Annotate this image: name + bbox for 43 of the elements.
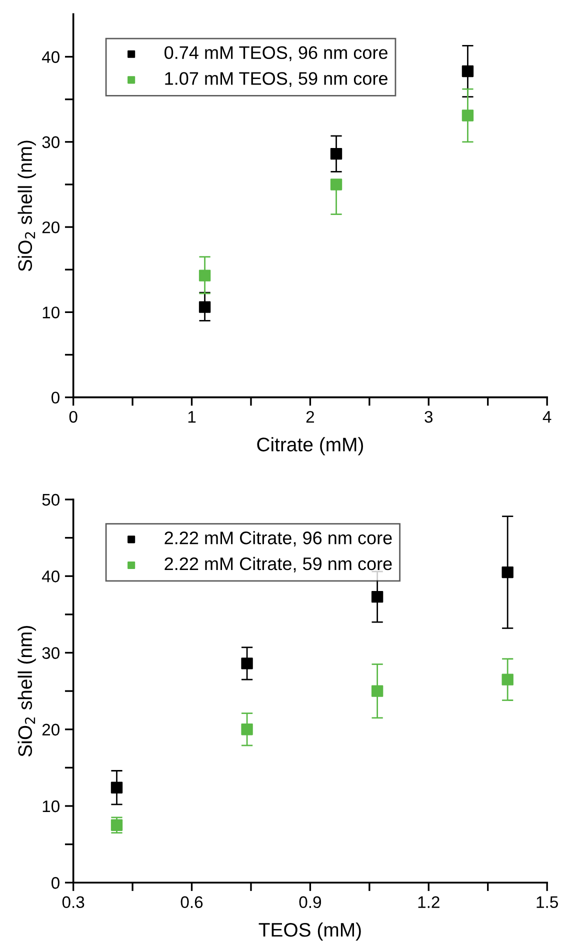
x-tick-label: 1.5	[536, 896, 558, 908]
y-tick-label: 0	[52, 877, 60, 889]
y-tick-label: 40	[42, 570, 60, 582]
legend-label: 0.74 mM TEOS, 96 nm core	[164, 46, 388, 62]
point	[198, 270, 211, 282]
y-tick-label: 30	[42, 647, 60, 659]
point	[502, 674, 514, 686]
point	[462, 110, 474, 122]
y-tick-label: 40	[42, 51, 60, 63]
x-tick-label: 4	[542, 411, 552, 423]
legend-label: 2.22 mM Citrate, 96 nm core	[164, 531, 392, 546]
point	[110, 782, 123, 794]
point	[198, 301, 211, 313]
x-tick-label: 3	[424, 410, 433, 423]
point	[241, 724, 253, 736]
y-tick-label: 20	[42, 221, 60, 234]
point	[110, 819, 123, 831]
point	[462, 65, 474, 78]
y-tick-label: 20	[42, 724, 60, 736]
x-tick-label: 1	[188, 411, 196, 423]
x-axis-title: Citrate (mM)	[257, 437, 364, 456]
x-axis-title: TEOS (mM)	[258, 922, 361, 941]
y-tick-label: 10	[42, 800, 60, 812]
y-tick-label: 50	[42, 494, 60, 506]
point	[371, 590, 384, 603]
x-tick-label: 0.9	[299, 896, 321, 908]
x-tick-label: 0.6	[180, 896, 203, 908]
point	[330, 148, 342, 160]
y-tick-label: 10	[42, 306, 60, 318]
point	[241, 658, 253, 670]
point	[502, 566, 514, 578]
x-tick-label: 0.3	[62, 896, 84, 908]
x-tick-label: 2	[306, 410, 314, 423]
legend-label: 2.22 mM Citrate, 59 nm core	[164, 556, 392, 572]
x-tick-label: 1.2	[418, 896, 440, 908]
y-axis-title: SiO$_{2}$ shell (nm)	[18, 140, 36, 272]
y-tick-label: 0	[52, 392, 60, 404]
point	[371, 685, 384, 697]
x-tick-label: 0	[69, 410, 78, 423]
legend-label: 1.07 mM TEOS, 59 nm core	[165, 72, 388, 88]
y-axis-title: SiO$_{2}$ shell (nm)	[18, 626, 36, 756]
y-tick-label: 30	[42, 136, 60, 148]
point	[330, 178, 342, 190]
